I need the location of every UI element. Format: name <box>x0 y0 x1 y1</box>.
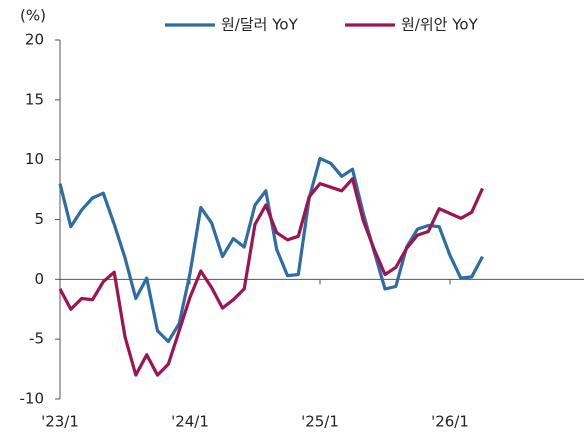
y-tick-label: 5 <box>34 210 44 228</box>
x-tick-label: '23/1 <box>41 413 79 431</box>
x-tick-label: '25/1 <box>301 413 339 431</box>
y-unit-label: (%) <box>20 7 46 25</box>
y-tick-label: 15 <box>25 90 44 108</box>
series-line <box>58 156 484 344</box>
y-tick-label: 0 <box>34 270 44 288</box>
legend-label: 원/위안 YoY <box>401 16 479 34</box>
series-line <box>58 177 484 377</box>
x-tick-label: '26/1 <box>431 413 469 431</box>
y-tick-label: 10 <box>25 150 44 168</box>
y-tick-label: -5 <box>29 330 44 348</box>
y-tick-label: 20 <box>25 31 44 49</box>
x-tick-label: '24/1 <box>171 413 209 431</box>
legend-label: 원/달러 YoY <box>221 16 299 34</box>
y-tick-label: -10 <box>20 390 45 408</box>
